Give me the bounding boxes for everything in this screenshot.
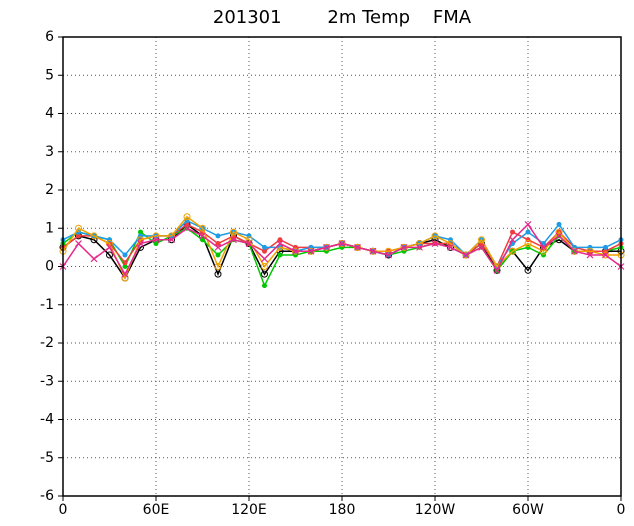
marker: [524, 266, 532, 274]
marker: [122, 264, 128, 269]
x-tick-label: 60E: [143, 502, 170, 518]
marker: [199, 232, 206, 240]
marker: [431, 232, 439, 240]
y-tick-label: -6: [40, 488, 54, 504]
marker: [262, 248, 267, 254]
marker: [338, 240, 346, 247]
marker: [184, 221, 190, 227]
series: [59, 221, 625, 278]
y-tick-label: 4: [45, 106, 54, 122]
marker: [416, 243, 423, 251]
marker: [493, 266, 501, 274]
chart-title: 201301 2m Temp FMA: [213, 7, 472, 28]
x-tick-label: 120E: [231, 502, 267, 518]
marker: [230, 236, 237, 244]
x-tick-label: 120W: [415, 502, 456, 518]
plot-frame: [62, 36, 622, 497]
marker: [369, 247, 377, 255]
marker: [137, 240, 144, 247]
marker: [90, 232, 98, 240]
x-tick-label: 60W: [512, 502, 544, 518]
marker: [106, 251, 113, 259]
marker: [215, 241, 221, 247]
marker: [138, 229, 143, 235]
marker: [214, 270, 222, 278]
marker: [276, 240, 284, 247]
marker: [524, 221, 532, 228]
marker: [478, 236, 485, 244]
marker: [245, 240, 253, 247]
marker: [462, 251, 470, 259]
y-tick-label: 0: [45, 259, 54, 275]
marker: [200, 237, 205, 243]
y-tick-label: 5: [45, 67, 54, 83]
marker: [106, 243, 113, 251]
marker: [509, 247, 516, 255]
marker: [122, 260, 128, 266]
marker: [214, 243, 222, 251]
marker: [447, 243, 454, 251]
marker: [183, 224, 191, 232]
marker: [323, 243, 330, 251]
marker: [385, 251, 392, 259]
y-tick-label: -3: [40, 373, 54, 389]
marker: [603, 244, 608, 250]
x-tick-label: 0: [59, 502, 68, 518]
marker: [292, 247, 299, 255]
marker: [510, 229, 515, 235]
marker: [214, 263, 222, 270]
marker: [525, 229, 531, 235]
x-tick-label: 0: [617, 502, 626, 518]
marker: [75, 224, 82, 232]
marker: [307, 247, 315, 255]
marker: [400, 243, 408, 251]
marker: [75, 240, 82, 247]
y-tick-label: 3: [45, 144, 54, 160]
marker: [571, 247, 578, 255]
marker: [121, 270, 129, 278]
marker: [555, 232, 563, 240]
marker: [509, 236, 516, 244]
marker: [602, 251, 609, 259]
marker: [261, 270, 268, 278]
y-tick-label: -5: [40, 450, 54, 466]
marker: [462, 251, 470, 259]
series: [59, 220, 625, 282]
marker: [90, 255, 98, 263]
marker: [168, 236, 175, 244]
marker: [76, 233, 81, 239]
marker: [183, 213, 191, 221]
marker: [153, 241, 159, 247]
marker: [277, 237, 283, 243]
series: [60, 225, 624, 289]
marker: [354, 243, 361, 251]
marker: [261, 263, 268, 270]
marker: [199, 224, 206, 232]
marker: [478, 243, 485, 251]
y-tick-label: -2: [40, 335, 54, 351]
marker: [152, 236, 160, 244]
marker: [524, 240, 532, 248]
marker: [262, 283, 267, 289]
marker: [215, 233, 221, 239]
y-tick-label: 6: [45, 29, 54, 45]
y-tick-label: -4: [40, 412, 54, 428]
x-tick-label: 180: [329, 502, 356, 518]
marker: [556, 221, 562, 227]
y-tick-label: 1: [45, 220, 54, 236]
y-tick-label: 2: [45, 182, 54, 198]
marker: [261, 255, 268, 263]
marker: [431, 240, 439, 247]
marker: [230, 228, 237, 236]
marker: [122, 252, 128, 258]
marker: [215, 252, 221, 258]
marker: [277, 252, 283, 258]
marker: [262, 244, 267, 250]
marker: [540, 243, 547, 251]
marker: [586, 251, 594, 259]
y-tick-label: -1: [40, 297, 54, 313]
